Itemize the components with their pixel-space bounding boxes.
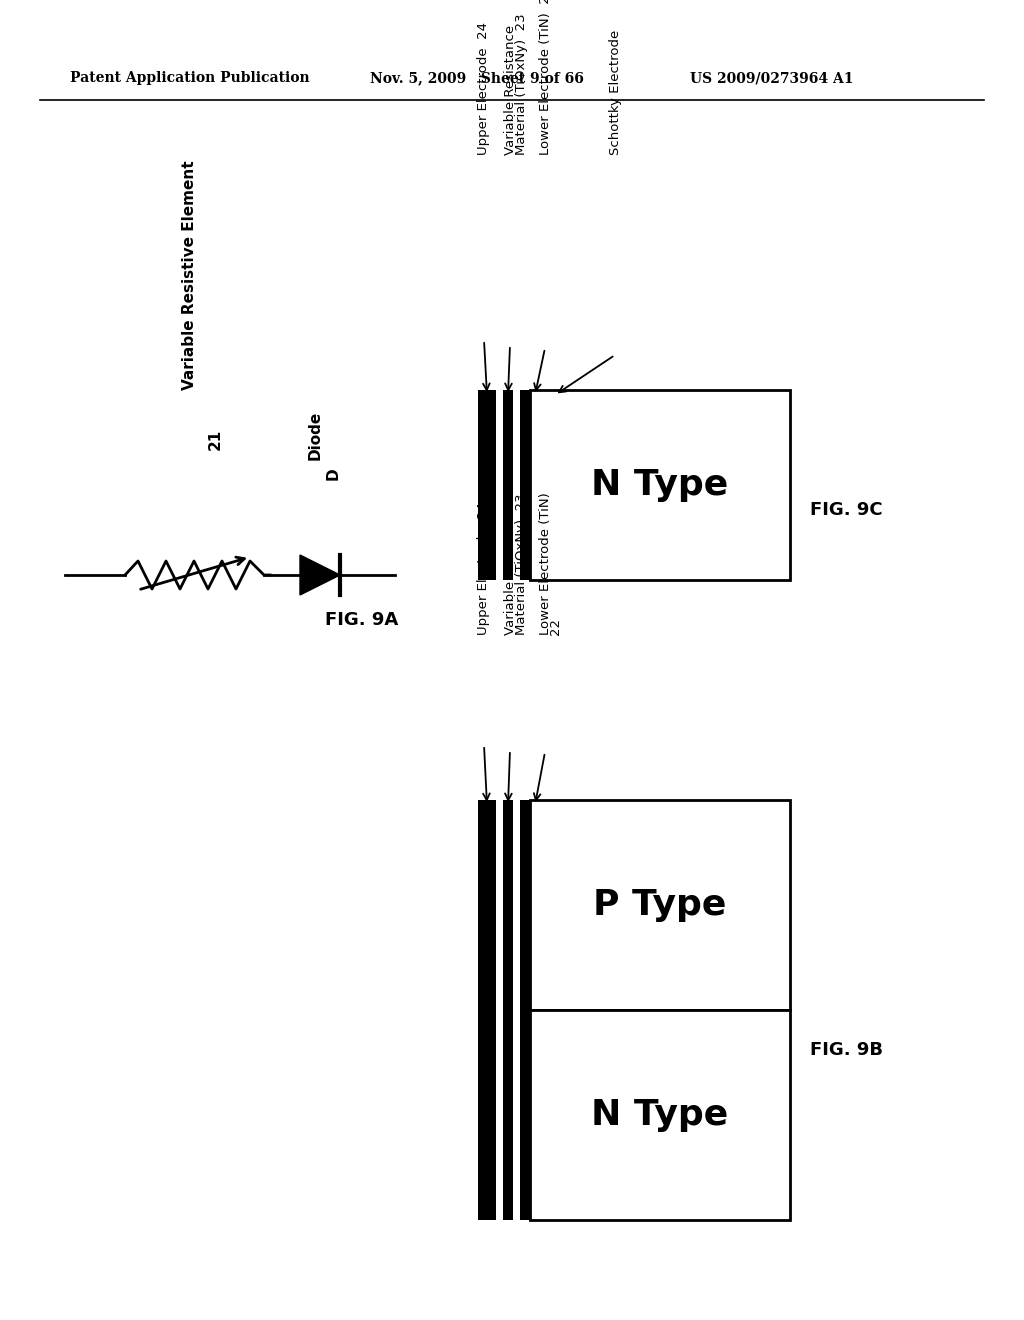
Bar bbox=[530, 389, 790, 579]
Bar bbox=[513, 800, 520, 1220]
Text: Variable Resistive Element: Variable Resistive Element bbox=[182, 160, 198, 389]
Text: FIG. 9B: FIG. 9B bbox=[810, 1041, 883, 1059]
Text: Upper Electrode  24: Upper Electrode 24 bbox=[477, 502, 490, 635]
Text: P Type: P Type bbox=[593, 888, 727, 921]
Bar bbox=[503, 389, 513, 579]
Bar bbox=[478, 389, 496, 579]
Text: Variable Resistance: Variable Resistance bbox=[504, 504, 516, 635]
Bar bbox=[513, 389, 520, 579]
Text: FIG. 9C: FIG. 9C bbox=[810, 502, 883, 519]
Text: FIG. 9A: FIG. 9A bbox=[325, 611, 398, 630]
Text: Nov. 5, 2009   Sheet 9 of 66: Nov. 5, 2009 Sheet 9 of 66 bbox=[370, 71, 584, 84]
Text: US 2009/0273964 A1: US 2009/0273964 A1 bbox=[690, 71, 853, 84]
Text: Upper Electrode  24: Upper Electrode 24 bbox=[477, 22, 490, 154]
Text: Variable Resistance: Variable Resistance bbox=[504, 25, 516, 154]
Text: N Type: N Type bbox=[592, 469, 729, 502]
Polygon shape bbox=[300, 554, 340, 595]
Bar bbox=[520, 389, 530, 579]
Text: N Type: N Type bbox=[592, 1098, 729, 1133]
Text: 21: 21 bbox=[208, 429, 222, 450]
Bar bbox=[530, 1010, 790, 1220]
Bar bbox=[503, 800, 513, 1220]
Bar bbox=[478, 800, 496, 1220]
Bar bbox=[496, 800, 503, 1220]
Text: Material (TiOxNy)  23: Material (TiOxNy) 23 bbox=[514, 494, 527, 635]
Text: Diode: Diode bbox=[307, 411, 323, 459]
Text: 22: 22 bbox=[550, 618, 562, 635]
Text: Schottky Electrode: Schottky Electrode bbox=[608, 30, 622, 154]
Text: Material (TiOxNy)  23: Material (TiOxNy) 23 bbox=[514, 13, 527, 154]
Bar bbox=[496, 389, 503, 579]
Text: Lower Electrode (TiN): Lower Electrode (TiN) bbox=[539, 492, 552, 635]
Text: Lower Electrode (TiN)  22: Lower Electrode (TiN) 22 bbox=[539, 0, 552, 154]
Text: D: D bbox=[326, 467, 341, 480]
Bar bbox=[530, 800, 790, 1010]
Bar bbox=[520, 800, 530, 1220]
Text: Patent Application Publication: Patent Application Publication bbox=[70, 71, 309, 84]
